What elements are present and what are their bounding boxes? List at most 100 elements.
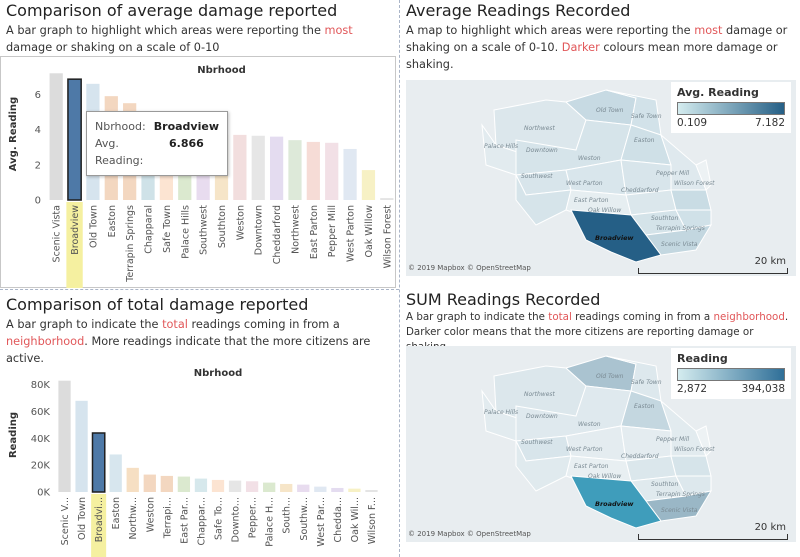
avg-bar-selection-frame bbox=[0, 56, 396, 288]
map-region-broadview[interactable] bbox=[570, 209, 662, 263]
x-tick-label[interactable]: Oak Wil... bbox=[350, 497, 361, 542]
avg-bar-chart[interactable]: Nbrhood Avg. Reading 0 2 4 6 Scenic Vista Broad… bbox=[0, 0, 399, 289]
bar[interactable] bbox=[177, 476, 191, 492]
bar[interactable] bbox=[245, 481, 259, 492]
x-tick-label[interactable]: Wilson Forest bbox=[382, 205, 393, 269]
x-tick-label[interactable]: Chapparal bbox=[144, 205, 155, 254]
map-label-east-parton: East Parton bbox=[574, 197, 609, 204]
x-tick-label[interactable]: Weston bbox=[235, 205, 246, 240]
bar[interactable] bbox=[160, 475, 173, 492]
x-tick-label[interactable]: Chedda... bbox=[333, 497, 344, 542]
x-tick-label[interactable]: Pepper... bbox=[248, 497, 259, 538]
bar[interactable] bbox=[297, 484, 310, 492]
bar[interactable] bbox=[269, 136, 284, 200]
bar[interactable] bbox=[306, 141, 320, 200]
map-label-downtown: Downtown bbox=[526, 413, 558, 420]
x-tick-label[interactable]: Southw... bbox=[299, 497, 310, 541]
y-tick-label: 40K bbox=[31, 434, 51, 445]
x-tick-label[interactable]: Downtown bbox=[254, 205, 265, 255]
x-tick-label[interactable]: Southwest bbox=[199, 205, 210, 255]
x-tick-label[interactable]: Oak Willow bbox=[364, 205, 375, 258]
x-tick-label[interactable]: Palace Hills bbox=[180, 205, 191, 259]
x-tick-label[interactable]: Northw... bbox=[128, 497, 139, 540]
avg-map-title: Average Readings Recorded bbox=[406, 1, 631, 20]
map-region-terrapin-springs[interactable] bbox=[670, 189, 712, 211]
bar[interactable] bbox=[331, 487, 344, 492]
x-tick-label[interactable]: Easton bbox=[111, 497, 122, 529]
map-region-broadview[interactable] bbox=[570, 475, 662, 529]
avg-map[interactable]: Northwest Old Town Safe Town Palace Hill… bbox=[406, 80, 796, 276]
x-tick-label[interactable]: South... bbox=[282, 497, 293, 534]
x-tick-label[interactable]: Wilson F... bbox=[367, 497, 378, 544]
bar[interactable] bbox=[361, 170, 376, 200]
x-tick-label[interactable]: West Parton bbox=[346, 205, 357, 262]
avg-map-attribution[interactable]: © 2019 Mapbox © OpenStreetMap bbox=[408, 264, 531, 272]
sum-bar-title: Comparison of total damage reported bbox=[6, 295, 309, 314]
bar[interactable] bbox=[365, 489, 378, 492]
sum-map[interactable]: Northwest Old Town Safe Town Palace Hill… bbox=[406, 346, 796, 542]
bar[interactable] bbox=[380, 198, 394, 200]
x-tick-label[interactable]: Broadvi... bbox=[94, 497, 105, 542]
bar[interactable] bbox=[143, 474, 156, 492]
selected-label-highlight bbox=[91, 494, 107, 557]
x-tick-label[interactable]: Southton bbox=[217, 205, 228, 248]
sum-bar-chart[interactable]: Nbrhood Reading 0K 20K 40K 60K 80K Scenic V... O… bbox=[0, 290, 399, 557]
map-label-west-parton: West Parton bbox=[566, 180, 603, 187]
horizontal-divider bbox=[0, 289, 399, 290]
x-tick-label[interactable]: Cheddarford bbox=[272, 205, 283, 264]
map-region-wilson-forest[interactable] bbox=[695, 159, 712, 191]
bar[interactable] bbox=[75, 400, 88, 492]
bar[interactable] bbox=[109, 454, 122, 492]
sum-map-attribution[interactable]: © 2019 Mapbox © OpenStreetMap bbox=[408, 530, 531, 538]
bar[interactable] bbox=[126, 467, 139, 492]
map-label-southwest: Southwest bbox=[521, 173, 553, 180]
bar[interactable] bbox=[228, 480, 242, 492]
x-tick-label[interactable]: Old Town bbox=[77, 497, 88, 540]
y-tick-label: 2 bbox=[35, 160, 41, 171]
map-label-northwest: Northwest bbox=[524, 391, 556, 398]
bar[interactable] bbox=[288, 140, 302, 200]
map-label-wilson-forest: Wilson Forest bbox=[674, 446, 715, 453]
sum-map-description: A bar graph to indicate the total readin… bbox=[406, 311, 789, 353]
x-tick-label[interactable]: Terrapin Springs bbox=[125, 205, 136, 283]
bar[interactable] bbox=[194, 478, 208, 492]
bar[interactable] bbox=[325, 142, 339, 200]
x-tick-label[interactable]: Scenic V... bbox=[60, 497, 71, 545]
map-label-pepper-mill: Pepper Mill bbox=[656, 436, 690, 443]
bar[interactable] bbox=[211, 479, 225, 492]
x-tick-label[interactable]: Downto... bbox=[231, 497, 242, 542]
map-label-terrapin-springs: Terrapin Springs bbox=[656, 225, 705, 232]
bar[interactable] bbox=[233, 134, 247, 200]
map-label-cheddarford: Cheddarford bbox=[621, 187, 659, 194]
bar[interactable] bbox=[251, 135, 265, 200]
map-region-wilson-forest[interactable] bbox=[695, 425, 712, 457]
bar[interactable] bbox=[49, 73, 63, 200]
x-tick-label[interactable]: East Par... bbox=[179, 497, 190, 544]
x-tick-label[interactable]: Broadview bbox=[70, 205, 81, 255]
x-tick-label[interactable]: Safe Town bbox=[162, 205, 173, 253]
bar[interactable] bbox=[67, 78, 82, 201]
x-tick-label[interactable]: Chappar... bbox=[196, 497, 207, 545]
vertical-divider bbox=[399, 0, 400, 557]
x-tick-label[interactable]: Old Town bbox=[88, 205, 99, 248]
bar[interactable] bbox=[348, 488, 361, 492]
x-tick-label[interactable]: West Par... bbox=[316, 497, 327, 547]
x-tick-label[interactable]: Weston bbox=[145, 497, 156, 532]
bar[interactable] bbox=[58, 380, 71, 492]
map-region-terrapin-springs[interactable] bbox=[670, 455, 712, 477]
x-tick-label[interactable]: Scenic Vista bbox=[52, 205, 63, 262]
x-tick-label[interactable]: East Parton bbox=[309, 205, 320, 259]
bar[interactable] bbox=[343, 148, 357, 200]
y-tick-label: 60K bbox=[31, 407, 51, 418]
x-tick-label[interactable]: Pepper Mill bbox=[327, 205, 338, 257]
bar[interactable] bbox=[263, 482, 276, 492]
bar[interactable] bbox=[280, 483, 293, 492]
x-tick-label[interactable]: Terrapi... bbox=[162, 497, 173, 539]
map-label-wilson-forest: Wilson Forest bbox=[674, 180, 715, 187]
bar[interactable] bbox=[314, 486, 327, 492]
bar[interactable] bbox=[91, 432, 106, 493]
x-tick-label[interactable]: Palace H... bbox=[265, 497, 276, 547]
x-tick-label[interactable]: Northwest bbox=[290, 205, 301, 254]
x-tick-label[interactable]: Easton bbox=[107, 205, 118, 237]
x-tick-label[interactable]: Safe To... bbox=[214, 497, 225, 540]
